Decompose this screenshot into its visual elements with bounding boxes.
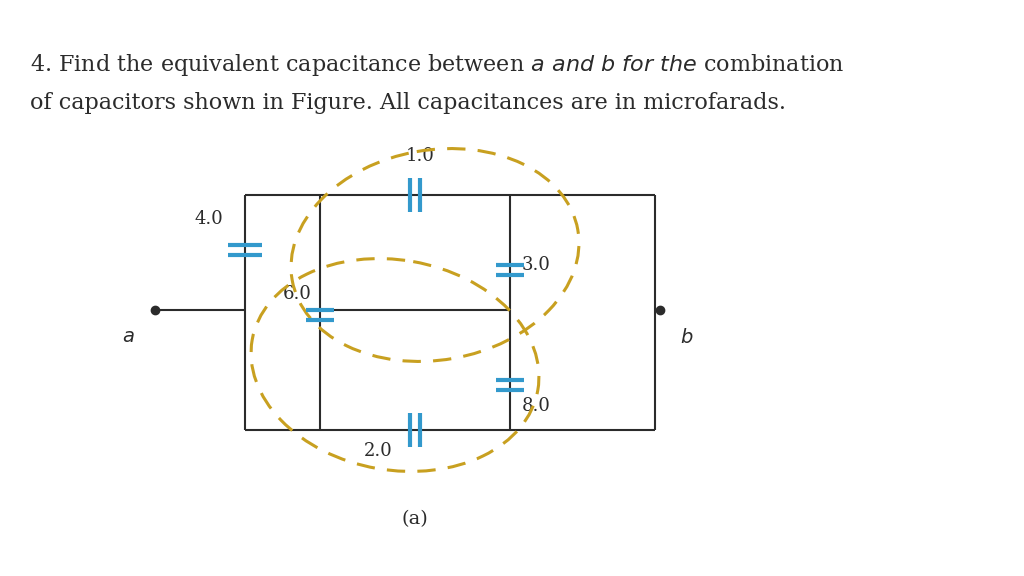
Text: $b$: $b$ <box>680 328 693 347</box>
Text: 8.0: 8.0 <box>522 397 551 415</box>
Text: 4.0: 4.0 <box>195 210 223 228</box>
Text: 1.0: 1.0 <box>406 147 434 165</box>
Text: of capacitors shown in Figure. All capacitances are in microfarads.: of capacitors shown in Figure. All capac… <box>30 92 786 114</box>
Text: $a$: $a$ <box>122 328 135 346</box>
Text: 2.0: 2.0 <box>365 442 393 460</box>
Text: 6.0: 6.0 <box>283 285 312 303</box>
Text: (a): (a) <box>401 510 428 528</box>
Text: 3.0: 3.0 <box>522 256 551 274</box>
Text: 4. Find the equivalent capacitance between $\mathit{a\ and\ b\ for\ the}$ combin: 4. Find the equivalent capacitance betwe… <box>30 52 844 78</box>
